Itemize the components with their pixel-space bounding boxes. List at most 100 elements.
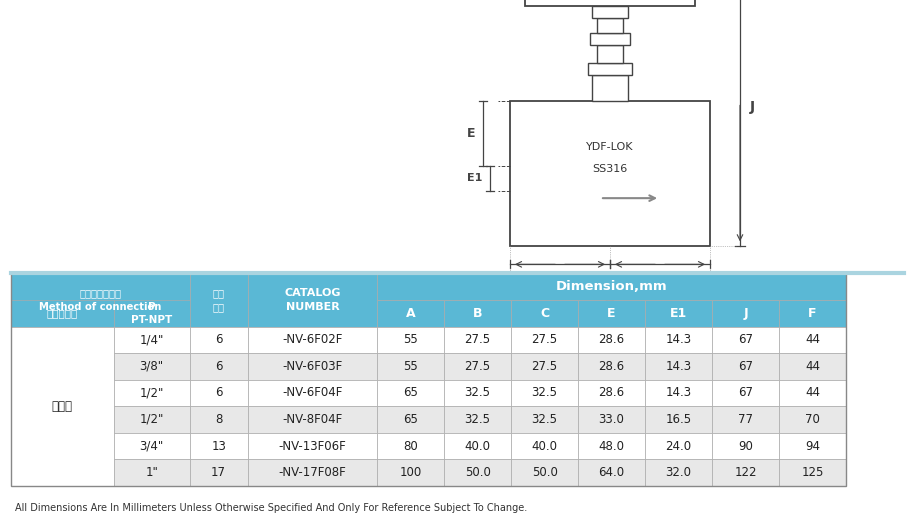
Text: 64.0: 64.0 [598,466,625,479]
Bar [712,353,779,380]
Bar [578,380,645,406]
Bar [779,300,846,327]
Text: 6: 6 [215,360,222,373]
Text: -NV-6F02F: -NV-6F02F [282,333,342,346]
Bar [645,327,712,353]
Bar [779,380,846,406]
Bar [511,327,578,353]
Text: 33.0: 33.0 [598,413,624,426]
Text: 14.3: 14.3 [665,387,692,399]
Bar [578,353,645,380]
Text: 67: 67 [738,360,753,373]
Text: 27.5: 27.5 [532,333,557,346]
Text: 进口和入口: 进口和入口 [47,309,78,318]
Bar [377,406,444,433]
Text: 70: 70 [805,413,820,426]
Bar [113,459,189,486]
Bar [444,300,511,327]
Bar [712,433,779,459]
Text: 44: 44 [805,387,820,399]
Text: J: J [750,100,755,114]
Text: B: B [473,307,482,320]
Bar [712,300,779,327]
Text: 44: 44 [805,360,820,373]
Text: 32.5: 32.5 [532,413,557,426]
Bar [511,300,578,327]
Text: 32.5: 32.5 [465,413,490,426]
Bar [377,433,444,459]
Text: 122: 122 [734,466,757,479]
Text: CATALOG
NUMBER: CATALOG NUMBER [285,288,340,312]
Text: -NV-13F06F: -NV-13F06F [278,440,346,452]
Text: 50.0: 50.0 [532,466,557,479]
Bar [712,459,779,486]
Bar [11,327,113,486]
Bar [510,100,710,246]
Text: 24.0: 24.0 [665,440,692,452]
Bar [511,353,578,380]
Bar [377,380,444,406]
Text: A: A [605,293,615,305]
Bar [525,0,695,6]
Bar [645,380,712,406]
Text: B: B [555,272,565,285]
Text: YDF-LOK: YDF-LOK [587,142,634,152]
Bar [511,380,578,406]
Bar [189,327,248,353]
Text: 50.0: 50.0 [465,466,490,479]
Bar [597,45,623,63]
Text: 65: 65 [404,387,418,399]
Text: 6: 6 [215,333,222,346]
Bar [377,327,444,353]
Text: 125: 125 [802,466,824,479]
Text: 28.6: 28.6 [598,333,625,346]
Bar [444,406,511,433]
Text: 27.5: 27.5 [465,360,490,373]
Bar [189,273,248,327]
Text: 3/4": 3/4" [139,440,164,452]
Text: 端接形式和尺寸
Method of connection: 端接形式和尺寸 Method of connection [39,288,161,312]
Text: 67: 67 [738,333,753,346]
Bar [511,406,578,433]
Bar [645,459,712,486]
Bar [779,406,846,433]
Bar [189,433,248,459]
Text: E1: E1 [467,174,482,184]
Bar [444,353,511,380]
Bar [592,75,628,100]
Bar [248,273,377,327]
Bar [377,459,444,486]
Text: All Dimensions Are In Millimeters Unless Otherwise Specified And Only For Refere: All Dimensions Are In Millimeters Unless… [16,503,528,513]
Bar [578,300,645,327]
Text: 32.5: 32.5 [532,387,557,399]
Bar [590,33,630,45]
Text: 1/2": 1/2" [139,387,164,399]
Bar [248,380,377,406]
Bar [113,353,189,380]
Text: 44: 44 [805,333,820,346]
Text: Dimension,mm: Dimension,mm [555,280,667,293]
Text: -NV-6F04F: -NV-6F04F [282,387,342,399]
Bar [645,406,712,433]
Bar [248,353,377,380]
Text: 13: 13 [211,440,226,452]
Bar [645,353,712,380]
Text: 55: 55 [404,333,418,346]
Text: -NV-8F04F: -NV-8F04F [282,413,342,426]
Bar [113,300,189,327]
Text: 40.0: 40.0 [532,440,557,452]
Bar [578,327,645,353]
Text: C: C [540,307,549,320]
Text: A: A [406,307,415,320]
Bar [645,300,712,327]
Text: 65: 65 [404,413,418,426]
Bar [578,406,645,433]
Text: E: E [467,127,475,140]
Text: -NV-6F03F: -NV-6F03F [282,360,342,373]
Text: 28.6: 28.6 [598,387,625,399]
Bar [248,433,377,459]
Bar [645,433,712,459]
Text: 流量
通径: 流量 通径 [212,288,224,312]
Bar [113,406,189,433]
Text: 内螺纹: 内螺纹 [52,400,73,413]
